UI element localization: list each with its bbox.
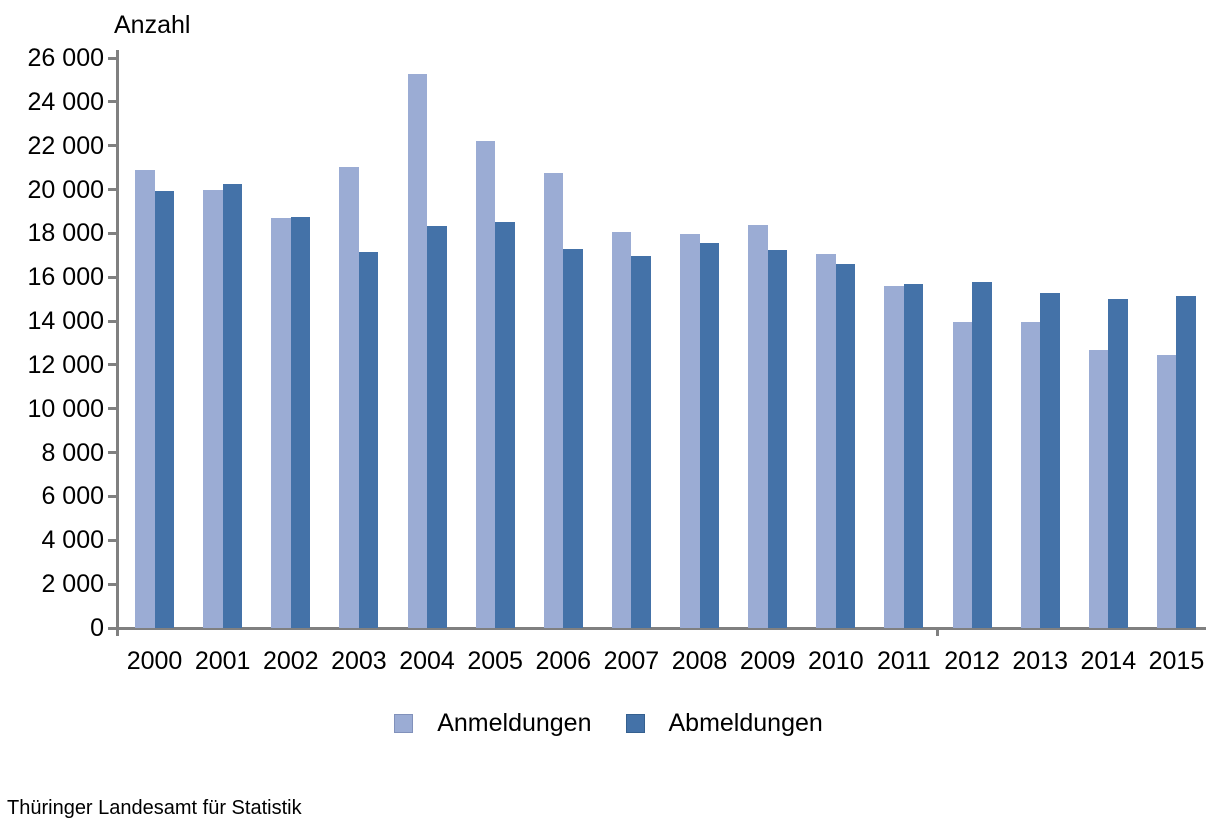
x-tick-label-2011: 2011 [877, 647, 931, 675]
bar-anmeldungen-2007 [611, 232, 632, 628]
x-tick-label-2005: 2005 [467, 647, 523, 675]
y-tick-mark [108, 144, 117, 148]
x-tick-label-2004: 2004 [399, 647, 455, 675]
x-tick-label-2012: 2012 [944, 647, 1000, 675]
x-tick-label-2014: 2014 [1080, 647, 1137, 675]
y-tick-mark [108, 407, 117, 411]
y-tick-label: 0 [90, 614, 104, 642]
anmeldungen-swatch-icon [394, 713, 414, 733]
y-tick-mark [108, 56, 117, 60]
x-axis-tick [936, 628, 939, 636]
bar-anmeldungen-2011 [884, 286, 904, 628]
bar-anmeldungen-2001 [203, 189, 223, 628]
y-axis-title: Anzahl [114, 11, 191, 39]
y-tick-mark [108, 188, 117, 192]
y-tick-mark [108, 582, 117, 586]
legend-item-abmeldungen: Abmeldungen [625, 708, 823, 738]
y-tick-label: 10 000 [27, 394, 104, 423]
bar-abmeldungen-2007 [631, 256, 651, 628]
x-tick-label-2015: 2015 [1148, 647, 1205, 675]
bar-anmeldungen-2012 [952, 322, 973, 628]
x-tick-label-2006: 2006 [535, 647, 592, 675]
bar-abmeldungen-2001 [222, 184, 243, 628]
bar-abmeldungen-2014 [1108, 299, 1128, 628]
bar-anmeldungen-2002 [271, 218, 291, 628]
y-axis-line [116, 50, 119, 636]
x-tick-label-2013: 2013 [1012, 647, 1068, 675]
y-tick-mark [108, 275, 117, 279]
bar-anmeldungen-2005 [475, 141, 496, 628]
y-tick-label: 6 000 [41, 482, 104, 511]
y-tick-label: 22 000 [27, 131, 104, 160]
bar-anmeldungen-2008 [680, 234, 700, 628]
bar-anmeldungen-2004 [407, 74, 428, 628]
bar-abmeldungen-2005 [495, 222, 515, 628]
x-tick-label-2008: 2008 [671, 647, 728, 675]
y-tick-mark [108, 363, 117, 367]
legend: Anmeldungen Abmeldungen [0, 708, 1217, 738]
bar-abmeldungen-2015 [1176, 295, 1196, 628]
y-tick-mark [108, 494, 117, 498]
y-tick-label: 4 000 [41, 526, 104, 555]
bar-anmeldungen-2010 [816, 254, 836, 628]
y-tick-label: 20 000 [27, 175, 104, 204]
bar-abmeldungen-2004 [427, 225, 447, 628]
bar-anmeldungen-2014 [1088, 349, 1109, 628]
abmeldungen-swatch-icon [625, 713, 645, 733]
bar-abmeldungen-2010 [835, 264, 856, 628]
x-tick-label-2010: 2010 [807, 647, 864, 675]
x-tick-label-2003: 2003 [331, 647, 387, 675]
bar-abmeldungen-2011 [903, 283, 924, 628]
bar-anmeldungen-2000 [135, 169, 155, 628]
x-tick-label-2007: 2007 [603, 647, 660, 675]
bar-abmeldungen-2002 [290, 216, 311, 628]
y-tick-label: 12 000 [27, 350, 104, 379]
bar-abmeldungen-2013 [1040, 292, 1060, 628]
y-tick-mark [108, 319, 117, 323]
y-tick-mark [108, 451, 117, 455]
legend-item-anmeldungen: Anmeldungen [394, 708, 592, 738]
y-tick-mark [108, 231, 117, 235]
legend-label-anmeldungen: Anmeldungen [437, 709, 592, 737]
y-tick-label: 8 000 [41, 438, 104, 467]
y-tick-label: 16 000 [27, 263, 104, 292]
bar-anmeldungen-2006 [543, 173, 564, 628]
bar-abmeldungen-2008 [699, 243, 720, 628]
y-tick-mark [108, 626, 117, 630]
bar-anmeldungen-2013 [1020, 322, 1041, 628]
bar-abmeldungen-2003 [358, 252, 379, 628]
bar-anmeldungen-2009 [748, 224, 768, 628]
y-tick-label: 18 000 [27, 219, 104, 248]
bar-abmeldungen-2009 [767, 249, 788, 628]
y-tick-mark [108, 538, 117, 542]
bar-anmeldungen-2003 [339, 166, 359, 628]
y-tick-label: 26 000 [27, 44, 104, 72]
x-tick-label-2002: 2002 [262, 647, 319, 675]
bar-abmeldungen-2006 [563, 248, 583, 628]
legend-label-abmeldungen: Abmeldungen [668, 709, 823, 737]
y-tick-label: 14 000 [27, 307, 104, 336]
bar-abmeldungen-2000 [154, 190, 174, 628]
y-tick-mark [108, 100, 117, 104]
source-text: Thüringer Landesamt für Statistik [7, 797, 302, 819]
y-tick-label: 2 000 [41, 570, 104, 599]
x-tick-label-2009: 2009 [739, 647, 796, 675]
x-axis-line [112, 627, 1206, 630]
x-tick-label-2001: 2001 [194, 647, 251, 675]
x-tick-label-2000: 2000 [126, 647, 183, 675]
bar-abmeldungen-2012 [972, 281, 992, 628]
y-tick-label: 24 000 [27, 87, 104, 116]
bar-anmeldungen-2015 [1156, 355, 1177, 628]
